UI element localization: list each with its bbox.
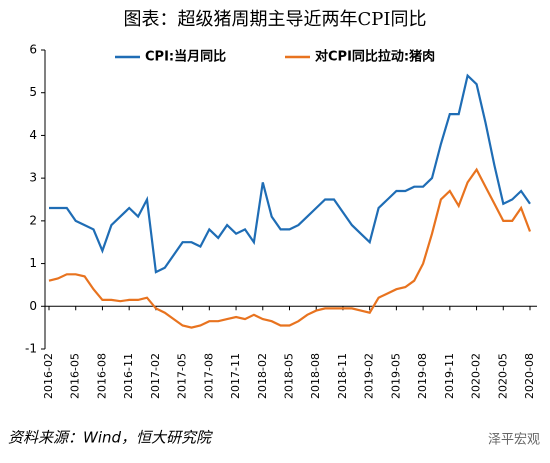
series-line <box>49 73 531 274</box>
x-tick-label: 2018-02 <box>256 353 269 399</box>
x-tick-label: 2017-02 <box>149 353 162 399</box>
legend-label: CPI:当月同比 <box>145 49 226 65</box>
legend-label: 对CPI同比拉动:猪肉 <box>315 49 435 65</box>
x-tick-label: 2016-08 <box>95 353 108 399</box>
chart-title: 图表：超级猪周期主导近两年CPI同比 <box>124 9 427 30</box>
x-tick-label: 2018-05 <box>283 353 296 399</box>
y-tick-label: 3 <box>29 171 37 185</box>
x-tick-label: 2019-08 <box>416 353 429 399</box>
x-tick-label: 2017-08 <box>202 353 215 399</box>
x-tick-label: 2016-11 <box>122 353 135 399</box>
y-tick-label: -1 <box>25 342 37 356</box>
x-tick-label: 2020-05 <box>496 353 509 399</box>
x-tick-label: 2019-02 <box>363 353 376 399</box>
series-line <box>48 167 532 329</box>
x-tick-label: 2016-05 <box>69 353 82 399</box>
x-tick-label: 2020-02 <box>470 353 483 399</box>
y-tick-label: 4 <box>29 128 37 142</box>
x-tick-label: 2019-11 <box>443 353 456 399</box>
x-tick-label: 2018-11 <box>336 353 349 399</box>
y-tick-label: 5 <box>29 85 37 99</box>
y-tick-label: 2 <box>29 213 37 227</box>
x-tick-label: 2016-02 <box>42 353 55 399</box>
x-tick-label: 2017-11 <box>229 353 242 399</box>
x-tick-label: 2018-08 <box>309 353 322 399</box>
y-tick-label: 6 <box>29 43 37 57</box>
source: 资料来源：Wind，恒大研究院 <box>8 429 213 447</box>
x-tick-label: 2020-08 <box>523 353 536 399</box>
watermark: 泽平宏观 <box>488 433 540 448</box>
y-tick-label: 1 <box>29 256 37 270</box>
y-tick-label: 0 <box>29 299 37 313</box>
x-tick-label: 2017-05 <box>176 353 189 399</box>
x-tick-label: 2019-05 <box>389 353 402 399</box>
